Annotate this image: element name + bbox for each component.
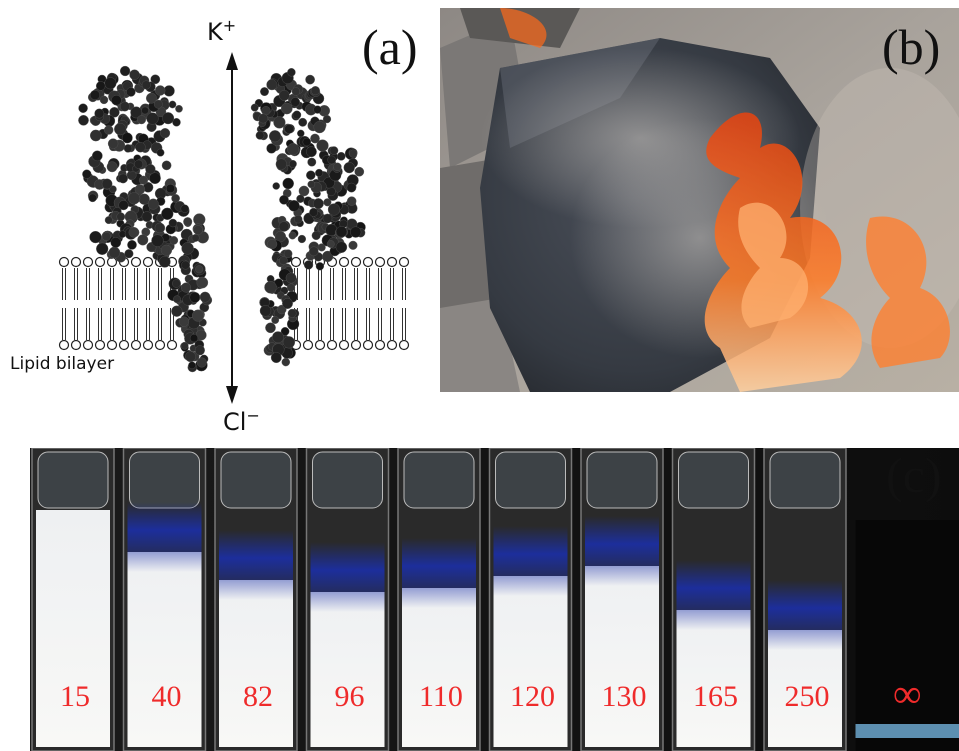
protein-subunit-left [78, 65, 213, 373]
cuvette-value-label: 40 [151, 680, 182, 713]
cuvette-cap [678, 451, 749, 509]
cuvette-gel [402, 588, 476, 747]
cuvette-value-label: 96 [334, 680, 365, 713]
cuvette-value-label: ∞ [892, 671, 922, 716]
cuvette-blue-band [127, 502, 202, 572]
lipid-bilayer-right [290, 256, 410, 351]
cuvette-blue-band [493, 526, 568, 596]
lipid-bilayer-label: Lipid bilayer [10, 354, 115, 374]
cuvette-blue-band [585, 516, 659, 586]
panel-c-cuvettes: 15 40 82 96 110 120 130 165 250 ∞ [30, 448, 959, 751]
cuvette-value-label: 165 [693, 680, 738, 713]
cuvette-blue-band [219, 530, 293, 600]
cuvette-gel [310, 592, 385, 747]
cuvette-cap [495, 451, 566, 509]
cuvette-base [855, 724, 959, 738]
cuvette-cap [312, 451, 383, 509]
panel-b-label: (b) [882, 19, 941, 75]
cuvette-value-label: 120 [510, 680, 555, 713]
cuvette-cap [586, 451, 658, 509]
cuvette-value-label: 82 [243, 680, 273, 713]
protein-subunit-right [250, 68, 366, 367]
cuvette-value-label: 15 [60, 680, 90, 713]
panel-b-photo [440, 8, 959, 392]
cuvette-value-label: 130 [601, 680, 647, 713]
cuvette-gel [36, 510, 110, 747]
cuvette-blue-band [768, 580, 842, 650]
cuvette-gel [585, 566, 659, 747]
cuvette-cap [403, 451, 475, 509]
lipid-bilayer-left [58, 256, 178, 351]
cuvette-cap [769, 451, 841, 509]
cuvette-blue-band [310, 542, 385, 612]
cuvette-cap [220, 451, 292, 509]
potassium-ion-label: K+ [207, 16, 237, 46]
cuvette-gel [219, 580, 293, 747]
cuvette-value-label: 250 [784, 680, 830, 713]
cuvette-blue-band [402, 538, 476, 608]
chloride-ion-label: Cl− [223, 406, 260, 436]
panel-c-label: (c) [886, 447, 942, 503]
cuvette-gel [493, 576, 568, 747]
cuvette-value-label: 110 [419, 680, 463, 713]
panel-a-illustration [58, 52, 410, 404]
ion-flow-arrow [226, 52, 238, 404]
panel-a-label: (a) [362, 19, 418, 75]
cuvette-dark [855, 520, 959, 751]
cuvette-blue-band [676, 560, 751, 630]
cuvette-gel [127, 552, 202, 747]
cuvette-cap [129, 451, 200, 509]
cuvette-cap [37, 451, 109, 509]
cuvette-gel [676, 610, 751, 747]
